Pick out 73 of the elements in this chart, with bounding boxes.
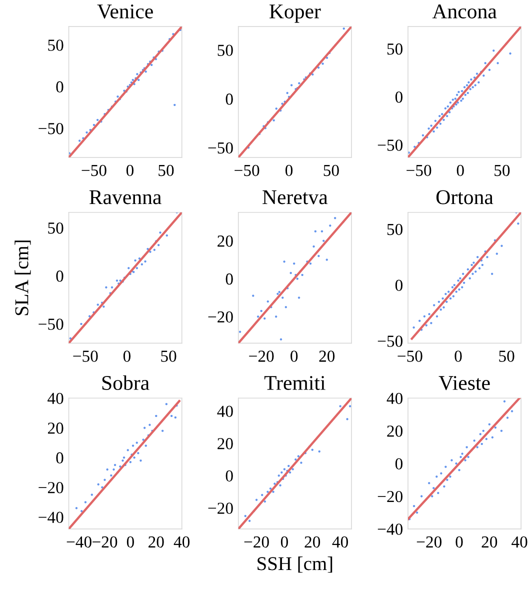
x-tick-label: −20 (416, 536, 442, 548)
x-tick-label: −40 (66, 536, 92, 548)
x-tick-label: 50 (499, 350, 514, 362)
y-tick-label: −50 (208, 142, 233, 154)
y-tick-label: 40 (386, 392, 402, 404)
chart-title: Vieste (438, 376, 490, 390)
x-tick-label: 0 (126, 164, 134, 176)
chart-title: Venice (97, 4, 153, 19)
x-tick-label: 50 (324, 164, 339, 176)
y-tick-label: 20 (218, 236, 233, 247)
y-tick-label: 50 (218, 44, 233, 56)
x-tick-label: 40 (332, 536, 348, 548)
y-axis-title: SLA [cm] (14, 240, 31, 316)
x-tick-label: 50 (161, 350, 176, 362)
y-tick-label: −50 (378, 140, 402, 151)
y-tick-label: −20 (208, 502, 233, 514)
y-tick-label: 0 (56, 452, 64, 464)
y-tick-label: 50 (48, 222, 64, 234)
x-axis-title: SSH [cm] (258, 556, 332, 573)
x-tick-label: 40 (512, 536, 528, 548)
y-tick-label: −40 (378, 524, 402, 535)
y-tick-label: −50 (38, 122, 64, 134)
x-tick-label: 20 (148, 536, 164, 548)
x-tick-label: 20 (319, 350, 335, 362)
y-tick-label: 20 (48, 422, 64, 434)
x-tick-label: 20 (482, 536, 498, 548)
x-tick-label: 50 (158, 164, 174, 176)
y-tick-label: −20 (208, 311, 233, 323)
y-tick-label: 0 (56, 81, 64, 93)
x-tick-label: 0 (290, 350, 298, 362)
x-tick-label: 0 (285, 164, 293, 176)
x-tick-label: 20 (304, 536, 320, 548)
x-tick-label: −50 (406, 164, 432, 176)
y-tick-label: 0 (56, 270, 64, 282)
x-tick-label: 0 (456, 164, 464, 176)
y-tick-label: −40 (38, 512, 64, 523)
y-tick-label: 0 (395, 458, 402, 470)
x-tick-label: −50 (82, 164, 106, 176)
y-tick-label: 50 (387, 224, 402, 236)
x-tick-label: −20 (244, 536, 269, 548)
y-tick-label: 40 (48, 392, 64, 404)
x-tick-label: 0 (126, 536, 134, 548)
chart-title: Ravenna (89, 190, 162, 204)
y-tick-label: 20 (387, 426, 402, 437)
x-tick-label: −20 (92, 536, 118, 548)
y-tick-label: 50 (387, 43, 402, 55)
y-tick-label: −50 (378, 336, 402, 347)
x-tick-label: −50 (234, 164, 260, 176)
y-tick-label: 0 (226, 94, 233, 105)
y-tick-label: −20 (378, 490, 402, 502)
x-tick-label: 50 (494, 164, 510, 176)
x-tick-label: 0 (456, 536, 463, 548)
y-tick-label: 0 (226, 470, 233, 482)
x-tick-label: 40 (174, 536, 190, 548)
x-tick-label: −20 (249, 350, 274, 362)
chart-title: Ortona (436, 190, 494, 204)
y-tick-label: 0 (395, 280, 402, 291)
chart-title: Neretva (262, 190, 328, 204)
y-tick-label: −50 (38, 318, 64, 330)
y-tick-label: 20 (218, 438, 233, 450)
y-tick-label: 50 (48, 40, 64, 51)
x-tick-label: 0 (280, 536, 288, 548)
x-tick-label: 0 (454, 350, 462, 362)
y-tick-label: 40 (217, 406, 233, 417)
chart-title: Koper (269, 4, 321, 23)
x-tick-label: 0 (123, 350, 130, 362)
chart-title: Ancona (432, 4, 497, 18)
y-tick-label: 0 (226, 273, 233, 285)
chart-title: Sobra (102, 375, 150, 390)
y-tick-label: −20 (38, 482, 64, 494)
y-tick-label: 0 (395, 92, 402, 103)
x-tick-label: −50 (73, 350, 98, 362)
chart-title: Tremiti (264, 376, 326, 390)
